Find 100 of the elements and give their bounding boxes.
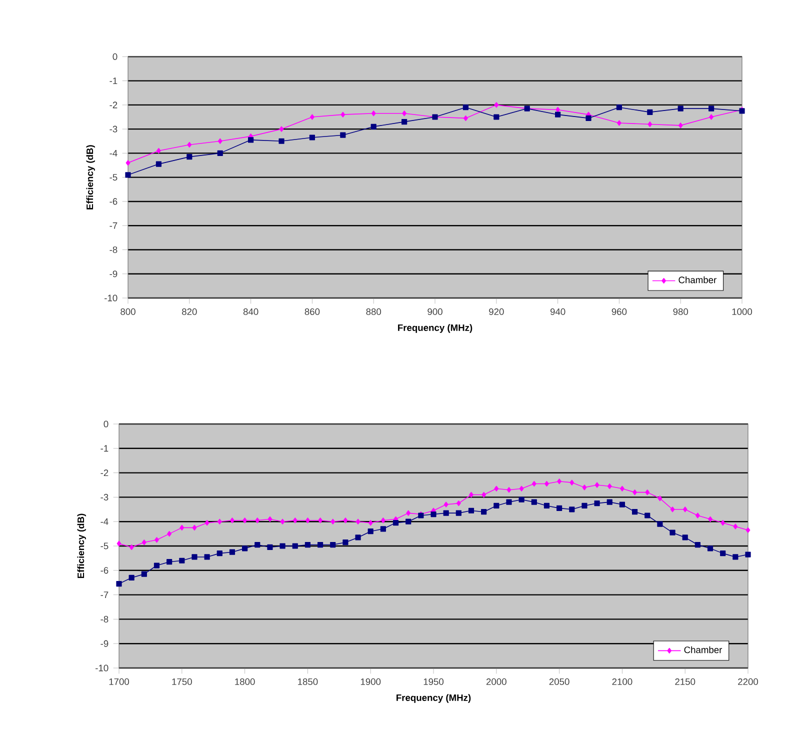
point [179, 558, 185, 564]
x-tick-label: 800 [120, 308, 136, 315]
x-tick-label: 2150 [675, 678, 696, 685]
point [444, 502, 448, 508]
y-tick-label: -4 [110, 150, 118, 156]
point [116, 581, 122, 587]
y-tick-label: -7 [100, 592, 108, 598]
point [356, 518, 360, 524]
point [694, 542, 700, 548]
point [695, 512, 700, 518]
point [406, 510, 411, 516]
y-tick-label: -7 [110, 222, 118, 229]
x-tick-label: 820 [182, 308, 197, 315]
y-tick-label: -9 [110, 270, 118, 278]
point [494, 102, 499, 108]
y-tick-label: -3 [100, 494, 108, 500]
point [318, 518, 322, 524]
point [569, 506, 575, 512]
point [392, 520, 399, 526]
point [632, 490, 637, 496]
point [317, 542, 324, 548]
y-tick-label: -10 [104, 294, 118, 302]
point [657, 521, 663, 527]
y-tick-label: -8 [110, 246, 118, 254]
point [342, 540, 348, 546]
point [292, 518, 298, 524]
point [555, 112, 561, 118]
point [278, 138, 284, 144]
point [570, 480, 574, 486]
point [368, 520, 373, 526]
y-tick-label: -2 [100, 470, 108, 476]
point [142, 540, 146, 546]
point [582, 484, 587, 490]
point [709, 114, 714, 120]
point [678, 122, 683, 128]
x-tick-label: 960 [612, 308, 627, 315]
point [380, 526, 386, 532]
point [658, 496, 662, 502]
point [129, 544, 134, 550]
point [268, 516, 272, 522]
point [531, 499, 537, 505]
point [682, 506, 688, 512]
point [330, 518, 336, 524]
point [708, 516, 712, 522]
point [557, 478, 562, 484]
point [180, 524, 184, 530]
point [745, 552, 751, 558]
x-tick-label: 920 [489, 308, 504, 315]
point [620, 486, 624, 492]
x-tick-label: 2000 [486, 678, 506, 685]
point [406, 518, 412, 524]
point [707, 546, 714, 552]
point [544, 502, 550, 509]
point [482, 492, 486, 498]
point [340, 112, 346, 118]
point [619, 502, 626, 508]
x-axis-title: Frequency (MHz) [396, 694, 471, 703]
point [732, 554, 738, 560]
x-tick-label: 840 [243, 308, 258, 315]
point [518, 496, 524, 502]
y-tick-label: 0 [112, 53, 118, 60]
point [218, 138, 222, 144]
legend-label: Chamber [684, 646, 722, 654]
x-tick-label: 900 [428, 308, 442, 315]
point [217, 150, 223, 156]
point [368, 528, 374, 534]
point [304, 542, 311, 548]
point [594, 500, 600, 506]
y-tick-label: -8 [100, 616, 108, 622]
point [116, 540, 122, 546]
x-tick-label: 1750 [172, 678, 192, 685]
point [267, 544, 273, 550]
x-tick-label: 2050 [549, 678, 570, 685]
point [186, 154, 192, 160]
point [229, 549, 236, 555]
x-tick-label: 1850 [298, 678, 318, 685]
point [617, 120, 622, 126]
point [606, 499, 612, 505]
point [166, 559, 172, 565]
point [462, 104, 469, 110]
point [670, 530, 676, 536]
y-tick-label: -5 [110, 174, 118, 181]
y-tick-label: -1 [100, 445, 108, 452]
point [506, 487, 512, 493]
y-axis-title: Efficiency (dB) [77, 514, 86, 578]
y-tick-label: -5 [100, 542, 108, 550]
point [126, 160, 130, 166]
y-tick-label: -4 [100, 518, 108, 525]
x-tick-label: 860 [304, 308, 320, 315]
point [310, 114, 314, 120]
point [204, 554, 210, 560]
point [340, 132, 346, 138]
point [519, 486, 524, 492]
point [254, 542, 260, 548]
x-tick-label: 2100 [612, 678, 632, 685]
x-tick-label: 1000 [732, 308, 752, 315]
point [481, 509, 487, 515]
point [670, 506, 675, 512]
point [128, 574, 134, 581]
point [230, 518, 234, 524]
